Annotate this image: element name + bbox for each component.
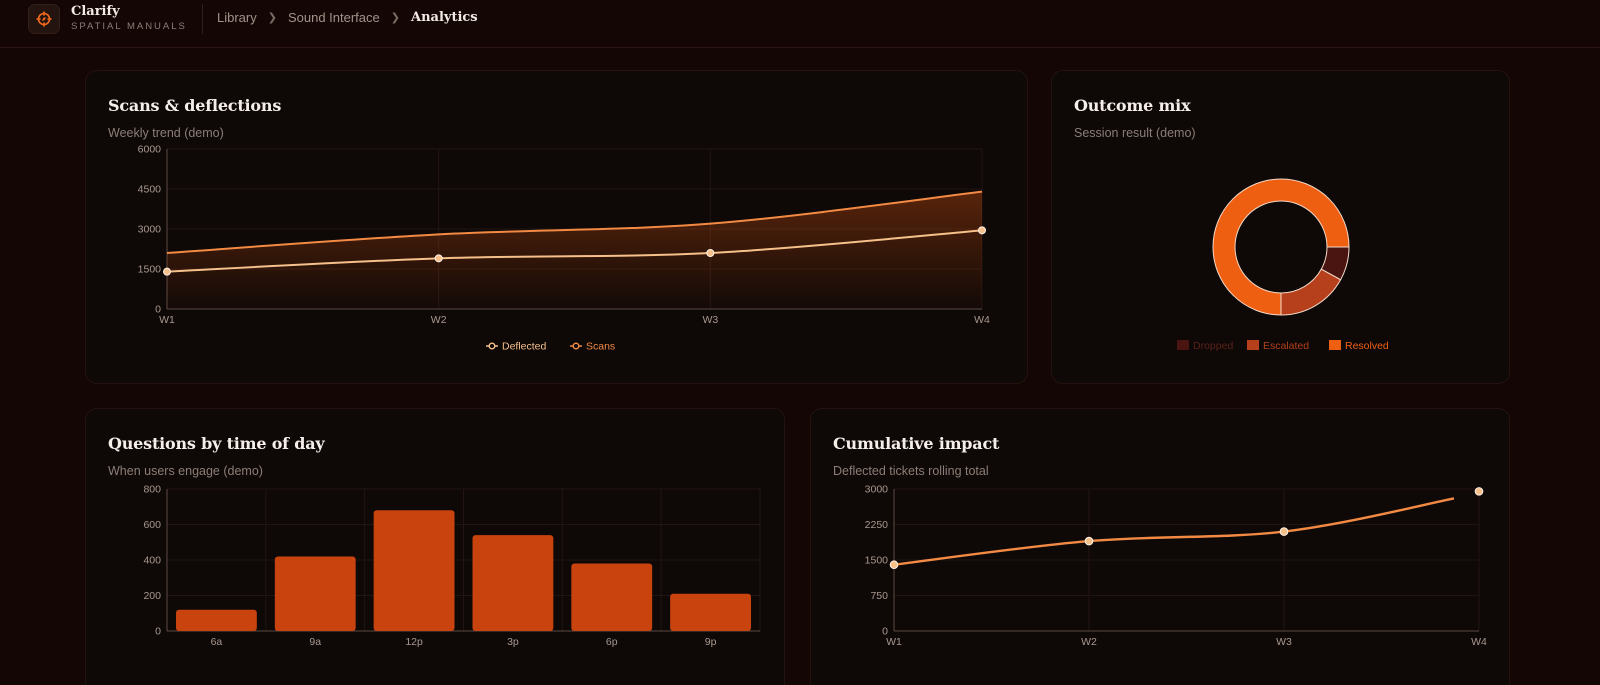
- y-tick-label: 3000: [138, 224, 162, 236]
- y-tick-label: 6000: [138, 144, 162, 156]
- card-subtitle: When users engage (demo): [108, 464, 263, 478]
- y-tick-label: 2250: [865, 519, 889, 531]
- impact-point[interactable]: [1279, 527, 1289, 536]
- cumulative-impact-chart: 0 750 1500 2250 3000 W1 W2 W3 W4: [865, 484, 1487, 649]
- card-subtitle: Deflected tickets rolling total: [833, 464, 989, 478]
- legend-item-dropped[interactable]: Dropped: [1177, 340, 1233, 352]
- y-tick-label: 200: [143, 590, 161, 602]
- x-tick-label: W1: [886, 636, 902, 648]
- bar-9p[interactable]: [670, 593, 751, 631]
- legend-item-escalated[interactable]: Escalated: [1247, 340, 1309, 352]
- card-title: Scans & deflections: [108, 96, 282, 115]
- x-tick-label: 9a: [309, 636, 321, 648]
- y-tick-label: 750: [870, 590, 888, 602]
- impact-point[interactable]: [1474, 487, 1484, 496]
- y-tick-label: 3000: [865, 484, 889, 496]
- deflected-point[interactable]: [706, 249, 715, 257]
- card-subtitle: Weekly trend (demo): [108, 126, 224, 140]
- legend-item-scans[interactable]: Scans: [570, 341, 615, 353]
- legend: Dropped Escalated Resolved: [1177, 340, 1389, 352]
- breadcrumb: Library ❯ Sound Interface ❯ Analytics: [217, 10, 478, 25]
- x-tick-label: W2: [1081, 636, 1097, 648]
- y-tick-label: 0: [155, 626, 161, 638]
- brand-subtitle: SPATIAL MANUALS: [71, 21, 187, 32]
- x-tick-label: W3: [1276, 636, 1292, 648]
- legend-label: Escalated: [1263, 340, 1309, 352]
- slice-resolved[interactable]: [1212, 178, 1350, 316]
- legend-item-resolved[interactable]: Resolved: [1329, 340, 1389, 352]
- legend-label: Resolved: [1345, 340, 1389, 352]
- x-tick-label: 9p: [705, 636, 717, 648]
- x-tick-label: 6p: [606, 636, 618, 648]
- y-tick-label: 1500: [865, 555, 889, 567]
- y-tick-label: 800: [143, 484, 161, 496]
- legend-swatch: [1329, 340, 1341, 350]
- questions-by-time-chart: 0 200 400 600 800 6a 9a 12p 3p 6p 9p: [143, 484, 761, 648]
- x-tick-label: 12p: [405, 636, 423, 648]
- legend: Deflected Scans: [486, 341, 615, 353]
- legend-label: Dropped: [1193, 340, 1233, 352]
- deflected-point[interactable]: [434, 254, 443, 263]
- impact-point[interactable]: [889, 560, 899, 570]
- chevron-right-icon: ❯: [390, 12, 400, 24]
- card-title: Questions by time of day: [108, 434, 325, 453]
- x-tick-label: 6a: [211, 636, 223, 648]
- y-tick-label: 0: [882, 626, 888, 638]
- y-tick-label: 0: [155, 304, 161, 316]
- legend-marker: [488, 342, 496, 350]
- scans-area: [167, 191, 982, 309]
- deflected-point[interactable]: [163, 267, 171, 276]
- legend-label: Deflected: [502, 341, 547, 353]
- card-title: Outcome mix: [1074, 96, 1191, 115]
- breadcrumb-analytics: Analytics: [410, 10, 478, 25]
- chevron-right-icon: ❯: [267, 12, 277, 24]
- legend-marker: [572, 342, 580, 350]
- legend-item-deflected[interactable]: Deflected: [486, 341, 547, 353]
- y-tick-label: 600: [143, 519, 161, 531]
- card-title: Cumulative impact: [833, 434, 1000, 453]
- compass-logo-icon: [36, 11, 52, 27]
- x-tick-label: W4: [974, 314, 990, 326]
- cumulative-impact-card: Cumulative impact Deflected tickets roll…: [810, 408, 1510, 685]
- brand-name: Clarify: [71, 4, 120, 19]
- bar-6a[interactable]: [176, 609, 257, 631]
- bar-12p[interactable]: [373, 510, 455, 631]
- scans-deflections-card: Scans & deflections Weekly trend (demo) …: [85, 70, 1028, 384]
- bar-6p[interactable]: [571, 563, 653, 631]
- scans-line: [166, 190, 983, 254]
- bar-3p[interactable]: [472, 535, 554, 631]
- y-tick-label: 400: [143, 555, 161, 567]
- deflected-line: [166, 229, 983, 273]
- legend-swatch: [1177, 340, 1189, 350]
- y-tick-label: 4500: [138, 184, 162, 196]
- scans-deflections-chart: 0 1500 3000 4500 6000 W1 W2 W3 W4 Deflected Scans: [138, 144, 990, 353]
- legend-label: Scans: [586, 341, 615, 353]
- impact-line: [893, 497, 1455, 566]
- logo[interactable]: [28, 4, 60, 34]
- bar-9a[interactable]: [274, 556, 356, 631]
- impact-point[interactable]: [1084, 536, 1094, 546]
- x-tick-label: W1: [159, 314, 175, 326]
- top-bar: Clarify SPATIAL MANUALS Library ❯ Sound …: [0, 0, 1600, 48]
- y-tick-label: 1500: [138, 264, 162, 276]
- deflected-point[interactable]: [978, 226, 986, 235]
- x-tick-label: W4: [1471, 636, 1487, 648]
- x-tick-label: W2: [431, 314, 447, 326]
- divider: [202, 4, 203, 34]
- outcome-mix-card: Outcome mix Session result (demo) Droppe…: [1051, 70, 1510, 384]
- x-tick-label: W3: [702, 314, 718, 326]
- questions-by-time-card: Questions by time of day When users enga…: [85, 408, 785, 685]
- legend-swatch: [1247, 340, 1259, 350]
- breadcrumb-sound-interface[interactable]: Sound Interface: [287, 10, 380, 25]
- outcome-mix-chart: Dropped Escalated Resolved: [1177, 178, 1389, 352]
- card-subtitle: Session result (demo): [1074, 126, 1196, 140]
- x-tick-label: 3p: [507, 636, 519, 648]
- slice-escalated[interactable]: [1280, 268, 1342, 316]
- breadcrumb-library[interactable]: Library: [217, 10, 257, 25]
